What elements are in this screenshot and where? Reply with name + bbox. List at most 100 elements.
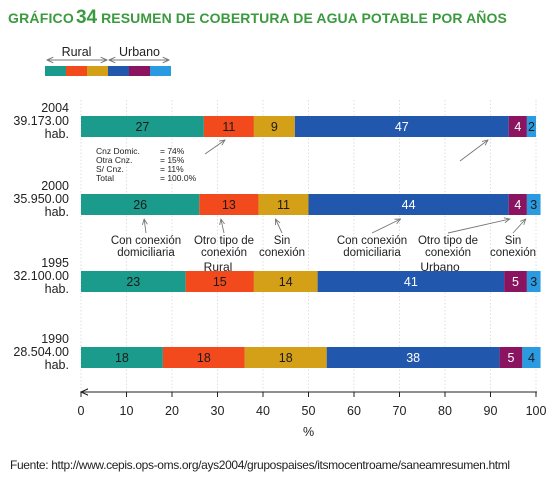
segment-annotation: Sin conexión xyxy=(490,235,536,259)
category-label-line: hab. xyxy=(45,358,69,372)
data-label: 41 xyxy=(404,275,418,289)
bar-segment xyxy=(258,194,309,215)
segment-annotation-arrow xyxy=(275,219,283,234)
category-label-line: hab. xyxy=(45,127,69,141)
legend-swatch xyxy=(129,66,150,76)
summary-note-value: = 74% xyxy=(160,146,185,156)
x-axis-tick-label: 20 xyxy=(165,404,179,418)
data-label: 3 xyxy=(530,198,537,212)
bar-segment xyxy=(81,347,163,368)
x-axis-tick-label: 10 xyxy=(120,404,134,418)
data-label: 4 xyxy=(514,198,521,212)
bar-segment xyxy=(81,194,200,215)
legend-swatch xyxy=(45,66,66,76)
category-label-line: hab. xyxy=(45,205,69,219)
bar-segment xyxy=(81,271,186,292)
x-axis-tick-label: 40 xyxy=(256,404,270,418)
segment-annotation: Otro tipo de conexión xyxy=(194,235,254,259)
category-label: 2000 35.950.00 hab. xyxy=(13,179,69,219)
bar-segment xyxy=(326,347,500,368)
group-label-urbano: Urbano xyxy=(420,260,460,274)
segment-annotation: Sin conexión xyxy=(259,235,305,259)
segment-annotation-line: conexión xyxy=(490,247,536,259)
x-axis-tick-label: 80 xyxy=(438,404,452,418)
data-label: 47 xyxy=(395,120,409,134)
x-axis-tick-label: 60 xyxy=(347,404,361,418)
source-note: Fuente: http://www.cepis.ops-oms.org/ays… xyxy=(10,458,510,472)
data-label: 9 xyxy=(271,120,278,134)
category-label-line: 1995 xyxy=(41,256,69,270)
segment-annotation-line: conexión xyxy=(259,247,305,259)
segment-annotation-arrow xyxy=(512,219,526,234)
data-label: 11 xyxy=(277,198,290,212)
segment-annotation-line: Sin xyxy=(505,235,522,247)
data-label: 4 xyxy=(528,351,535,365)
bar-segment xyxy=(185,271,254,292)
data-label: 5 xyxy=(507,351,514,365)
bar-segment xyxy=(162,347,245,368)
bar-segment xyxy=(199,194,259,215)
bar-segment xyxy=(294,116,509,137)
summary-note-value: = 15% xyxy=(160,155,185,165)
data-label: 4 xyxy=(514,120,521,134)
bar-segment xyxy=(522,347,541,368)
data-label: 18 xyxy=(115,351,129,365)
bar-segment xyxy=(81,116,204,137)
bar-segment xyxy=(499,347,523,368)
data-label: 2 xyxy=(528,120,535,134)
category-label-line: 2000 xyxy=(41,179,69,193)
category-label: 2004 39.173.00 hab. xyxy=(13,101,69,141)
summary-note-arrow xyxy=(204,140,225,155)
data-label: 11 xyxy=(222,120,235,134)
segment-annotation-arrow xyxy=(447,219,510,234)
bar-segment xyxy=(203,116,254,137)
category-label-line: 39.173.00 xyxy=(13,114,69,128)
segment-annotation-line: conexión xyxy=(425,247,471,259)
coverage-chart: Rural Urbano 27 11 9 47 4 226 13 11 44 4 323 15 14 41 5… xyxy=(13,45,547,439)
bar-segment xyxy=(308,194,509,215)
x-axis-tick-label: 0 xyxy=(78,404,85,418)
category-label-line: hab. xyxy=(45,282,69,296)
legend-swatch xyxy=(66,66,87,76)
data-label: 26 xyxy=(133,198,147,212)
category-label-line: 2004 xyxy=(41,101,69,115)
summary-note-arrow xyxy=(459,140,488,162)
segment-annotation-line: domiciliaria xyxy=(343,247,401,259)
category-label-line: 35.950.00 xyxy=(13,192,69,206)
summary-note-value: = 100.0% xyxy=(160,173,197,183)
x-axis-label: % xyxy=(303,425,314,439)
chart-title-label: GRÁFICO xyxy=(8,10,74,26)
segment-annotation-arrow xyxy=(144,219,146,234)
summary-note-key: Cnz Domic. xyxy=(96,146,140,156)
bar-segment xyxy=(508,116,527,137)
summary-note-key: Total xyxy=(96,173,114,183)
bar-segment xyxy=(253,271,318,292)
bar-segment xyxy=(504,271,527,292)
legend-label-rural: Rural xyxy=(62,45,92,59)
category-label-line: 28.504.00 xyxy=(13,345,69,359)
segment-annotation-line: Sin xyxy=(274,235,291,247)
segment-annotation-arrow xyxy=(221,219,224,234)
segment-annotation: Con conexión domiciliaria xyxy=(337,235,407,259)
summary-note-value: = 11% xyxy=(160,164,184,174)
data-label: 14 xyxy=(279,275,293,289)
x-axis-tick-label: 90 xyxy=(484,404,498,418)
x-axis-tick-label: 70 xyxy=(393,404,407,418)
summary-note-key: Otra Cnz. xyxy=(96,155,132,165)
segment-annotation-line: Con conexión xyxy=(337,235,407,247)
bar-segment xyxy=(526,194,541,215)
segment-annotation-line: Con conexión xyxy=(111,235,181,247)
data-label: 3 xyxy=(530,275,537,289)
data-label: 13 xyxy=(222,198,236,212)
data-label: 5 xyxy=(512,275,519,289)
x-axis-tick-label: 100 xyxy=(526,404,547,418)
category-label-line: 32.100.00 xyxy=(13,269,69,283)
chart-title-text: RESUMEN DE COBERTURA DE AGUA POTABLE POR… xyxy=(101,10,507,26)
segment-annotation: Con conexión domiciliaria xyxy=(111,235,181,259)
legend-swatch xyxy=(87,66,108,76)
data-label: 44 xyxy=(402,198,416,212)
segment-annotation-line: domiciliaria xyxy=(117,247,175,259)
bar-segment xyxy=(317,271,505,292)
segment-annotation-line: Otro tipo de xyxy=(418,235,478,247)
data-label: 15 xyxy=(213,275,227,289)
